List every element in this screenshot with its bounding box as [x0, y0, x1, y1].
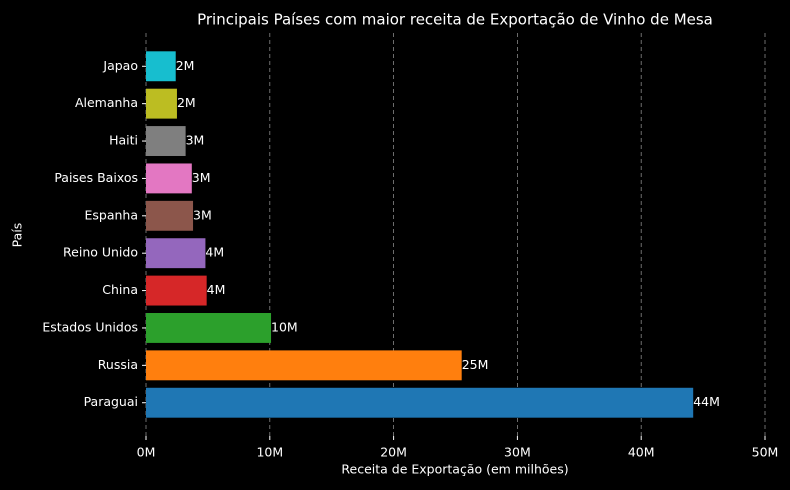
value-label: 25M [462, 357, 489, 372]
bar [146, 313, 272, 343]
value-label: 2M [177, 95, 196, 110]
bar [146, 200, 194, 231]
y-tick-label: Japao [102, 58, 138, 73]
bar [146, 126, 186, 156]
x-tick-label: 30M [504, 445, 531, 460]
y-tick-label: Russia [98, 357, 138, 372]
bar [146, 163, 192, 194]
x-tick-label: 0M [137, 445, 156, 460]
y-tick-label: Espanha [84, 207, 138, 222]
bar [146, 275, 207, 306]
bar [146, 387, 694, 418]
y-tick-label: Paraguai [84, 394, 138, 409]
value-label: 4M [205, 245, 224, 260]
y-tick-label: Haiti [109, 133, 138, 148]
x-tick-label: 40M [628, 445, 655, 460]
y-axis-label: País [10, 223, 25, 248]
value-label: 3M [192, 170, 211, 185]
y-tick-label: Reino Unido [63, 245, 138, 260]
value-label: 44M [693, 394, 720, 409]
bar [146, 88, 177, 119]
x-tick-label: 20M [380, 445, 407, 460]
x-axis-label: Receita de Exportação (em milhões) [341, 462, 568, 477]
value-label: 2M [176, 58, 195, 73]
y-tick-label: China [102, 282, 138, 297]
value-label: 4M [207, 282, 226, 297]
value-label: 10M [271, 319, 298, 334]
value-label: 3M [193, 207, 212, 222]
chart-title: Principais Países com maior receita de E… [197, 11, 713, 29]
bar [146, 51, 176, 82]
y-tick-label: Estados Unidos [42, 319, 138, 334]
bar [146, 238, 206, 269]
x-tick-label: 50M [752, 445, 779, 460]
y-tick-label: Alemanha [75, 95, 138, 110]
value-label: 3M [186, 133, 205, 148]
y-tick-label: Paises Baixos [54, 170, 138, 185]
x-tick-label: 10M [256, 445, 283, 460]
bar [146, 350, 462, 381]
